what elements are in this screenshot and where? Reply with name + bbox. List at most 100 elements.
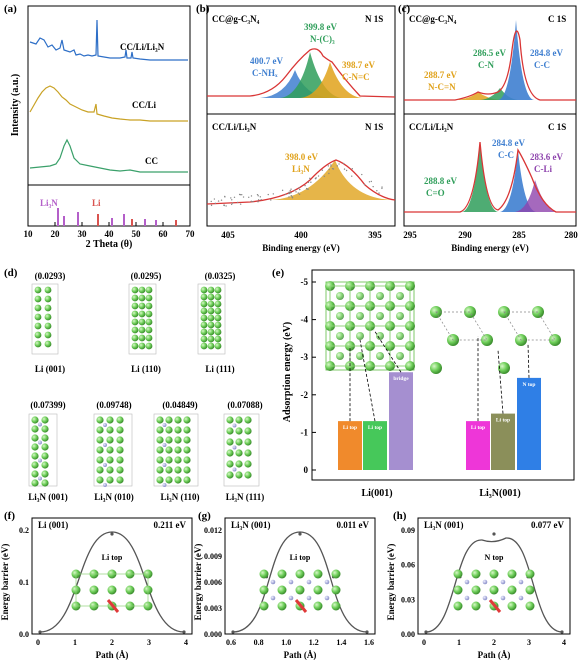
li-atom <box>331 601 341 611</box>
noise-point <box>298 193 301 195</box>
panel-c-top-title: CC@g-C₃N₄ <box>409 14 457 24</box>
e-ytick-label: -4 <box>301 315 309 325</box>
adsorption-bar-label: Li top <box>496 418 510 424</box>
noise-point <box>299 188 301 191</box>
panel-c-xtick-2: 285 <box>512 230 526 240</box>
e-ytick-label: -3 <box>301 352 309 362</box>
panel-f-site: Li top <box>102 553 123 562</box>
adsorption-bar-label: N top <box>523 382 536 388</box>
c1s-envelope-top <box>404 30 576 101</box>
li-atom <box>34 322 42 330</box>
n-atom <box>288 579 294 585</box>
li-atom <box>207 293 215 301</box>
li-atom <box>549 334 561 346</box>
li-atom <box>244 438 252 446</box>
li-atom <box>507 569 517 579</box>
n-atom <box>464 579 470 585</box>
d-bottom-name: Li₃N (110) <box>161 492 200 502</box>
xrd-trace-cc-li <box>29 85 188 122</box>
n1s-ev-li3n: 398.0 eV <box>285 152 318 162</box>
li-atom <box>489 585 499 595</box>
li-atom <box>96 456 104 464</box>
panel-g-site: Li top <box>290 553 311 562</box>
panel-d-label: (d) <box>4 267 18 279</box>
li-atom <box>214 293 222 301</box>
li-atom <box>131 310 139 318</box>
panel-h-xtick: 0 <box>422 638 426 647</box>
a-xtick-label: 50 <box>132 229 142 239</box>
panel-f-migration-arrow <box>106 599 120 613</box>
panel-f-ytick: 0.2 <box>19 526 29 535</box>
panel-f-label: (f) <box>4 510 15 522</box>
noise-point <box>309 177 311 180</box>
li-atom <box>313 601 323 611</box>
li-atom <box>277 585 287 595</box>
panel-h-lattice-inset <box>453 569 535 613</box>
xrd-label-cc-li: CC/Li <box>132 100 157 110</box>
n-atom <box>38 458 42 463</box>
noise-point <box>323 175 326 177</box>
li3n-slab-model <box>93 413 133 487</box>
noise-point <box>294 189 296 191</box>
noise-point <box>220 199 223 201</box>
e-ytick-label: -1 <box>301 427 309 437</box>
n1s-peak-nc3 <box>280 52 342 98</box>
noise-point <box>297 192 299 194</box>
li-atom <box>174 446 182 454</box>
li-atom <box>498 362 510 374</box>
panel-g-migration-arrow <box>294 599 308 613</box>
li-atom <box>200 335 208 343</box>
panel-b-bottom-tag: N 1S <box>365 122 383 132</box>
li-atom <box>396 312 404 320</box>
d-bottom-value: (0.07399) <box>30 400 65 410</box>
li-atom <box>376 332 384 340</box>
noise-point <box>304 184 306 187</box>
a-xtick-label: 20 <box>51 229 61 239</box>
panel-h-ytick: 0.00 <box>401 630 415 639</box>
n1s-name-nc3: N-(C)₃ <box>310 34 335 44</box>
li-atom <box>235 460 243 468</box>
li-atom <box>259 585 269 595</box>
panel-g-xtick: 0.8 <box>254 638 264 647</box>
li-slab-model <box>31 283 59 355</box>
li-atom <box>96 436 104 444</box>
n-atom <box>324 579 330 585</box>
c1s-peak-cc <box>498 20 534 100</box>
li-atom <box>41 479 49 487</box>
panel-g-frame <box>224 517 376 635</box>
noise-point <box>351 168 353 170</box>
noise-point <box>256 193 259 196</box>
li-atom <box>156 426 164 434</box>
panel-d-bottom-row: (0.07399) Li₃N (001) (0.09748) Li₃N (010) (0… <box>28 400 264 502</box>
noise-point <box>290 191 292 194</box>
noise-point <box>378 192 380 194</box>
c1s-name-cc: C-C <box>534 60 550 70</box>
panel-b-xtick-0: 405 <box>221 230 235 240</box>
panel-h-barrier-curve <box>425 537 563 633</box>
noise-point <box>238 193 241 196</box>
li-atom <box>453 569 463 579</box>
li-atom <box>41 425 49 433</box>
noise-point <box>363 183 366 186</box>
noise-point <box>290 194 292 197</box>
li-atom <box>207 335 215 343</box>
li-atom <box>165 476 173 484</box>
n-atom <box>38 440 42 445</box>
li-atom <box>41 416 49 424</box>
xrd-trace-cc-li-li3n <box>29 19 188 61</box>
panel-b-top-tag: N 1S <box>365 14 383 24</box>
li-atom <box>356 352 364 360</box>
panel-g-ylabel: Energy barrier (eV) <box>193 544 203 621</box>
xrd-label-cc-li-li3n: CC/Li/Li₃N <box>120 42 165 52</box>
noise-point <box>257 195 259 197</box>
li-atom <box>183 466 191 474</box>
noise-point <box>315 177 317 180</box>
li-atom <box>106 466 114 474</box>
c1s-envelope-bottom <box>404 141 576 213</box>
d-top-name: Li (001) <box>35 364 65 374</box>
noise-point <box>281 189 284 192</box>
noise-point <box>381 187 383 190</box>
panel-f-path-point <box>38 630 42 634</box>
